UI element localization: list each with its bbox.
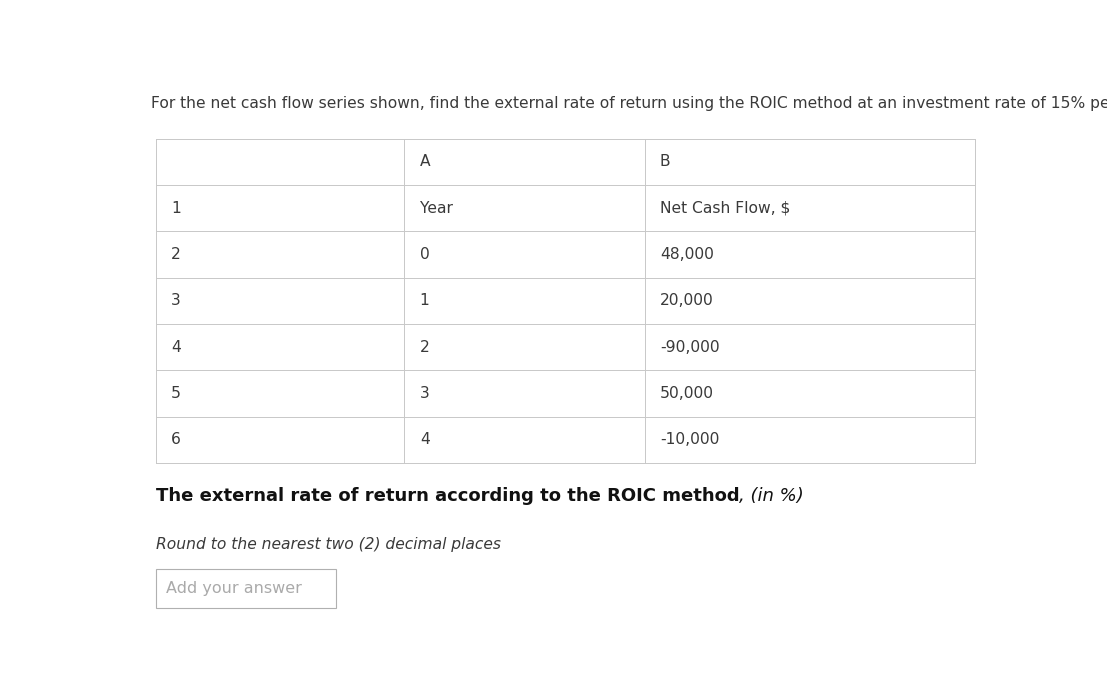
Text: 48,000: 48,000 (660, 247, 714, 262)
Text: -10,000: -10,000 (660, 432, 720, 447)
Text: -90,000: -90,000 (660, 339, 720, 354)
Text: 0: 0 (420, 247, 430, 262)
Text: Net Cash Flow, $: Net Cash Flow, $ (660, 200, 790, 216)
Text: The external rate of return according to the ROIC method: The external rate of return according to… (155, 486, 739, 504)
Text: Add your answer: Add your answer (166, 581, 302, 596)
Text: Year: Year (420, 200, 453, 216)
Text: 2: 2 (170, 247, 180, 262)
Text: A: A (420, 154, 431, 169)
Text: 4: 4 (170, 339, 180, 354)
Text: 20,000: 20,000 (660, 293, 714, 308)
Text: 2: 2 (420, 339, 430, 354)
Text: 5: 5 (170, 386, 180, 401)
Text: 4: 4 (420, 432, 430, 447)
Text: 3: 3 (420, 386, 430, 401)
Text: 1: 1 (170, 200, 180, 216)
Text: Round to the nearest two (2) decimal places: Round to the nearest two (2) decimal pla… (155, 538, 500, 552)
Text: , (in %): , (in %) (739, 486, 804, 504)
Text: B: B (660, 154, 671, 169)
Text: For the net cash flow series shown, find the external rate of return using the R: For the net cash flow series shown, find… (152, 96, 1107, 111)
Text: 3: 3 (170, 293, 180, 308)
Text: 50,000: 50,000 (660, 386, 714, 401)
Text: 1: 1 (420, 293, 430, 308)
Text: 6: 6 (170, 432, 180, 447)
FancyBboxPatch shape (155, 569, 335, 607)
